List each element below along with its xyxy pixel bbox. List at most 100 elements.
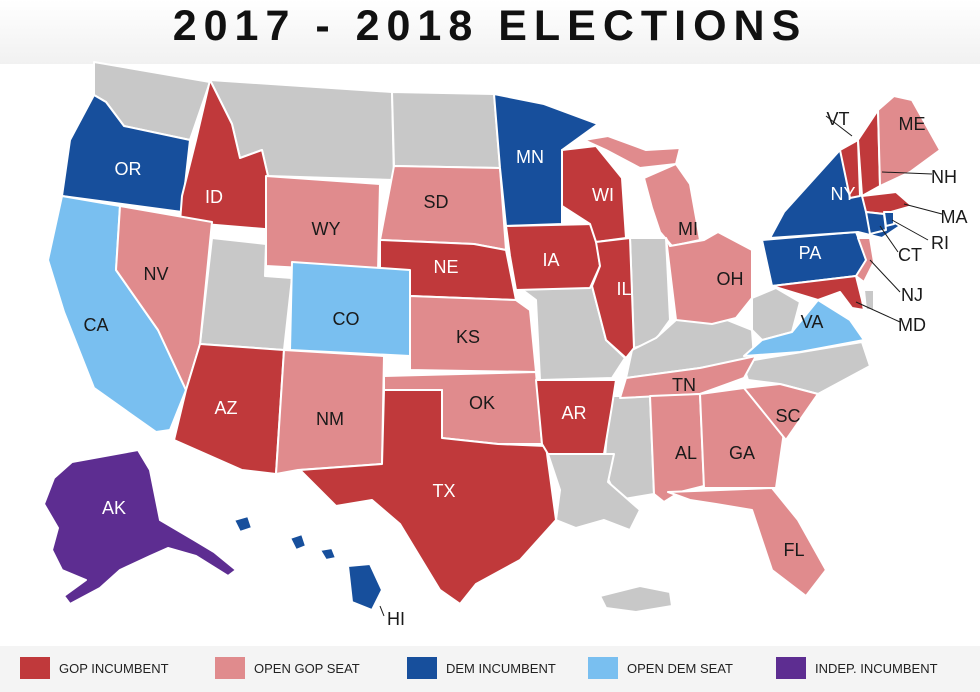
leader-line-vt <box>825 115 853 137</box>
state-label-ga: GA <box>729 443 755 463</box>
header-band <box>0 0 980 64</box>
state-ri <box>883 211 895 227</box>
state-label-sd: SD <box>423 192 448 212</box>
state-il <box>591 237 635 359</box>
legend-swatch-open-dem-seat <box>588 657 618 679</box>
state-de <box>863 289 875 311</box>
state-shape-tx <box>299 389 557 605</box>
legend-item-open-dem-seat: OPEN DEM SEAT <box>588 656 733 680</box>
state-label-ri: RI <box>931 233 949 253</box>
state-shape-hi <box>233 515 253 533</box>
state-shape-tn <box>619 355 757 399</box>
leader-line-hi <box>379 605 385 617</box>
state-shape-hi <box>289 533 307 551</box>
state-nj <box>855 237 875 283</box>
state-label-nh: NH <box>931 167 957 187</box>
state-shape-il <box>591 237 635 359</box>
state-ak <box>43 449 237 605</box>
state-shape-hi <box>319 547 337 561</box>
state-shape-hi <box>347 563 383 611</box>
state-shape-ks <box>409 295 537 373</box>
legend-label: INDEP. INCUMBENT <box>815 660 938 676</box>
state-label-ks: KS <box>456 327 480 347</box>
state-label-oh: OH <box>717 269 744 289</box>
map-title: 2017 - 2018 ELECTIONS <box>172 2 808 50</box>
state-label-pa: PA <box>799 243 822 263</box>
state-label-tx: TX <box>432 481 455 501</box>
state-label-ar: AR <box>561 403 586 423</box>
state-sc <box>743 383 819 441</box>
legend-label: OPEN DEM SEAT <box>627 660 733 676</box>
state-label-fl: FL <box>783 540 804 560</box>
state-la <box>547 453 641 531</box>
legend-swatch-open-gop-seat <box>215 657 245 679</box>
state-va <box>743 299 865 357</box>
state-shape-me <box>877 95 941 187</box>
state-label-al: AL <box>675 443 697 463</box>
state-label-ny: NY <box>830 184 855 204</box>
state-label-ct: CT <box>898 245 922 265</box>
state-label-wy: WY <box>312 219 341 239</box>
state-label-ma: MA <box>941 207 968 227</box>
state-label-vt: VT <box>826 109 849 129</box>
leader-line-ct <box>879 225 899 253</box>
state-shape-oh <box>665 231 753 325</box>
state-md <box>771 275 865 311</box>
state-label-md: MD <box>898 315 926 335</box>
legend-label: OPEN GOP SEAT <box>254 660 360 676</box>
state-label-va: VA <box>801 312 824 332</box>
state-label-nj: NJ <box>901 285 923 305</box>
state-shape-fl <box>667 487 827 597</box>
legend-item-open-gop-seat: OPEN GOP SEAT <box>215 656 360 680</box>
state-label-ia: IA <box>542 250 559 270</box>
state-shape-nj <box>855 237 875 283</box>
state-shape-ar <box>535 379 617 455</box>
state-label-nm: NM <box>316 409 344 429</box>
legend: GOP INCUMBENT OPEN GOP SEAT DEM INCUMBEN… <box>0 646 980 692</box>
state-ma <box>861 191 913 215</box>
state-fl <box>667 487 827 597</box>
state-label-il: IL <box>616 279 631 299</box>
state-label-id: ID <box>205 187 223 207</box>
state-ks <box>409 295 537 373</box>
state-shape-ct <box>865 211 887 235</box>
state-hi <box>233 515 383 611</box>
state-tn <box>619 355 757 399</box>
state-label-sc: SC <box>775 406 800 426</box>
legend-item-dem-incumbent: DEM INCUMBENT <box>407 656 556 680</box>
state-vt <box>839 139 861 199</box>
legend-item-gop-incumbent: GOP INCUMBENT <box>20 656 169 680</box>
state-shape-ma <box>861 191 913 215</box>
state-shape-mi <box>583 135 681 169</box>
legend-swatch-indep-incumbent <box>776 657 806 679</box>
state-shape-ak <box>43 449 237 605</box>
state-label-hi: HI <box>387 609 405 629</box>
state-label-ne: NE <box>433 257 458 277</box>
state-shape-va <box>743 299 865 357</box>
legend-label: DEM INCUMBENT <box>446 660 556 676</box>
state-label-ok: OK <box>469 393 495 413</box>
state-shape-sc <box>743 383 819 441</box>
state-label-ak: AK <box>102 498 126 518</box>
state-shape-vt <box>839 139 861 199</box>
state-label-or: OR <box>115 159 142 179</box>
legend-label: GOP INCUMBENT <box>59 660 169 676</box>
state-label-mn: MN <box>516 147 544 167</box>
state-label-nv: NV <box>143 264 168 284</box>
leader-line-nj <box>869 259 901 293</box>
state-label-co: CO <box>333 309 360 329</box>
state-ct <box>865 211 887 235</box>
leader-line-md <box>855 301 901 323</box>
state-me <box>877 95 941 187</box>
state-label-tn: TN <box>672 375 696 395</box>
legend-swatch-gop-incumbent <box>20 657 50 679</box>
puerto-rico <box>599 585 673 613</box>
leader-line-ri <box>891 219 929 241</box>
state-label-ca: CA <box>83 315 108 335</box>
state-ar <box>535 379 617 455</box>
leader-line-ma <box>903 203 943 215</box>
leader-line-nh <box>881 171 933 175</box>
state-nd <box>391 91 501 169</box>
state-label-mi: MI <box>678 219 698 239</box>
state-oh <box>665 231 753 325</box>
